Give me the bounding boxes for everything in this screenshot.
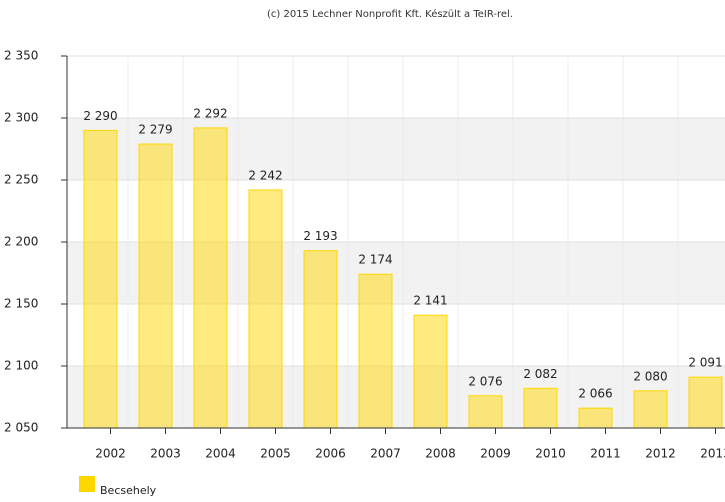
bar (523, 387, 558, 429)
data-label: 2 076 (468, 374, 502, 388)
credit: (c) 2015 Lechner Nonprofit Kft. Készült … (267, 8, 513, 20)
bar (468, 395, 503, 429)
x-tick-label: 2005 (260, 447, 291, 461)
x-tick-label: 2003 (150, 447, 181, 461)
bar (358, 273, 393, 429)
bar (138, 143, 173, 429)
bar (688, 376, 723, 429)
bar (248, 189, 283, 429)
data-label: 2 082 (523, 367, 557, 381)
x-tick-label: 2010 (535, 447, 566, 461)
bar (193, 127, 228, 429)
data-label: 2 279 (138, 123, 172, 137)
y-tick-label: 2 250 (4, 173, 38, 187)
x-tick-label: 2009 (480, 447, 511, 461)
data-label: 2 174 (358, 253, 392, 267)
bar (633, 390, 668, 429)
x-tick-label: 2007 (370, 447, 401, 461)
y-tick-label: 2 300 (4, 111, 38, 125)
bar (578, 407, 613, 429)
y-tick-label: 2 150 (4, 297, 38, 311)
bar (303, 250, 338, 429)
x-tick-label: 2006 (315, 447, 346, 461)
data-label: 2 242 (248, 168, 282, 182)
y-tick-label: 2 100 (4, 359, 38, 373)
data-label: 2 091 (688, 356, 722, 370)
plot-band (67, 242, 725, 304)
x-tick-label: 2004 (205, 447, 236, 461)
data-label: 2 292 (193, 106, 227, 120)
legend-label: Becsehely (100, 484, 157, 497)
y-tick-label: 2 050 (4, 421, 38, 435)
data-label: 2 141 (413, 294, 447, 308)
x-tick-label: 2008 (425, 447, 456, 461)
data-label: 2 066 (578, 387, 612, 401)
x-tick-label: 2013 (700, 447, 725, 461)
data-label: 2 290 (83, 109, 117, 123)
y-tick-label: 2 200 (4, 235, 38, 249)
legend-swatch (79, 476, 95, 492)
x-tick-label: 2012 (645, 447, 676, 461)
bar (83, 129, 118, 429)
x-tick-label: 2002 (95, 447, 126, 461)
data-label: 2 080 (633, 369, 667, 383)
y-tick-label: 2 350 (4, 49, 38, 63)
bar (413, 314, 448, 429)
plot-band (67, 366, 725, 428)
data-label: 2 193 (303, 229, 337, 243)
x-tick-label: 2011 (590, 447, 621, 461)
plot-band (67, 118, 725, 180)
